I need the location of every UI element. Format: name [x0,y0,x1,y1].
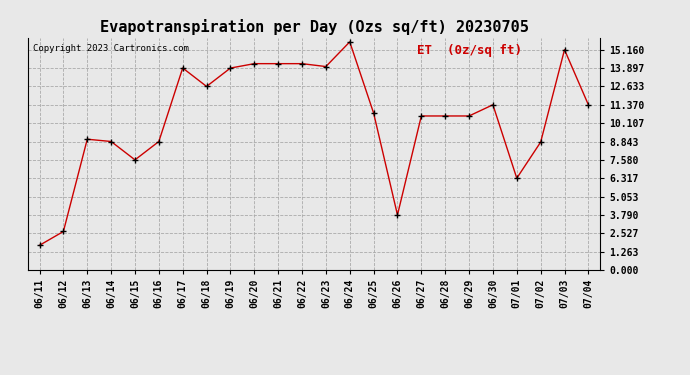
Text: ET  (0z/sq ft): ET (0z/sq ft) [417,45,522,57]
Text: Copyright 2023 Cartronics.com: Copyright 2023 Cartronics.com [33,45,189,54]
Title: Evapotranspiration per Day (Ozs sq/ft) 20230705: Evapotranspiration per Day (Ozs sq/ft) 2… [99,19,529,35]
